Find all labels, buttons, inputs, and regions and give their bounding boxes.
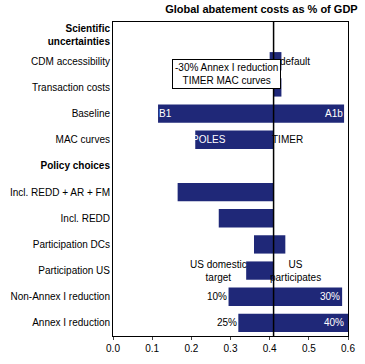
svg-text:Global abatement costs as % of: Global abatement costs as % of GDP (165, 3, 358, 15)
svg-text:10%: 10% (207, 291, 227, 302)
svg-text:Participation US: Participation US (38, 265, 110, 276)
svg-text:default: default (280, 56, 310, 67)
svg-text:Non-Annex I reduction: Non-Annex I reduction (10, 291, 110, 302)
svg-text:A1b: A1b (325, 108, 343, 119)
svg-text:Participation DCs: Participation DCs (33, 239, 110, 250)
svg-text:0.3: 0.3 (224, 343, 238, 354)
svg-text:B1: B1 (159, 108, 172, 119)
svg-text:25%: 25% (217, 317, 237, 328)
svg-text:Policy choices: Policy choices (41, 160, 111, 171)
svg-text:POLES: POLES (192, 134, 226, 145)
svg-text:0.1: 0.1 (145, 343, 159, 354)
svg-text:Baseline: Baseline (72, 108, 111, 119)
svg-text:CDM accessibility: CDM accessibility (31, 56, 110, 67)
svg-text:0.6: 0.6 (341, 343, 355, 354)
svg-text:0.0: 0.0 (106, 343, 120, 354)
svg-text:Incl. REDD: Incl. REDD (61, 213, 110, 224)
svg-text:USparticipates: USparticipates (270, 259, 321, 283)
svg-text:0.5: 0.5 (302, 343, 316, 354)
svg-text:Scientificuncertainties: Scientificuncertainties (48, 23, 111, 47)
svg-text:Transaction costs: Transaction costs (32, 82, 110, 93)
svg-text:-30% Annex I reductionTIMER MA: -30% Annex I reductionTIMER MAC curves (175, 62, 278, 86)
svg-text:US domestictarget: US domestictarget (190, 259, 247, 283)
svg-text:0.2: 0.2 (184, 343, 198, 354)
svg-text:TIMER: TIMER (272, 134, 303, 145)
svg-text:Annex I reduction: Annex I reduction (32, 317, 110, 328)
svg-text:0.4: 0.4 (263, 343, 277, 354)
svg-text:MAC curves: MAC curves (56, 134, 110, 145)
svg-text:Incl. REDD + AR + FM: Incl. REDD + AR + FM (10, 187, 110, 198)
svg-text:40%: 40% (324, 317, 344, 328)
svg-text:30%: 30% (320, 291, 340, 302)
